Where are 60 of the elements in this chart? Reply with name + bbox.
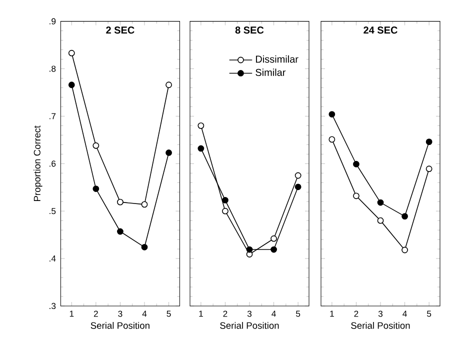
x-tick-label: 5 (427, 310, 432, 317)
x-tick-label: 3 (378, 310, 383, 317)
point (353, 160, 360, 168)
legend-label: Dissimilar (256, 55, 298, 63)
point (166, 82, 172, 88)
point (246, 246, 253, 253)
point (141, 201, 148, 208)
legend-label: Similar (256, 68, 286, 76)
x-tick-label: 3 (118, 310, 122, 317)
point (294, 172, 302, 179)
point (141, 244, 148, 250)
point (377, 217, 384, 224)
point (426, 166, 432, 172)
chart-title: 24 SEC (364, 26, 398, 34)
point (377, 199, 384, 206)
point (92, 142, 100, 149)
chart-title: 2 SEC (106, 26, 134, 34)
point (294, 184, 302, 190)
x-axis-title: Serial Position (90, 322, 150, 329)
x-axis-title: Serial Position (351, 322, 410, 329)
point (426, 138, 432, 146)
y-tick-label: .8 (50, 66, 56, 72)
y-tick-label: .9 (50, 18, 56, 24)
point (353, 192, 360, 200)
y-tick-label: .6 (50, 160, 56, 167)
point (402, 213, 408, 220)
x-tick-label: 1 (199, 310, 203, 317)
point (68, 50, 75, 56)
x-tick-label: 2 (94, 310, 98, 317)
point (198, 145, 204, 152)
x-tick-label: 1 (330, 310, 334, 317)
point (402, 246, 408, 254)
point (270, 246, 277, 253)
point (222, 196, 228, 204)
point (92, 186, 100, 192)
y-tick-label: .7 (50, 113, 56, 120)
x-tick-label: 2 (223, 310, 228, 317)
x-tick-label: 1 (70, 310, 74, 317)
y-tick-label: .5 (50, 208, 56, 214)
point (328, 111, 336, 118)
x-tick-label: 5 (296, 310, 300, 317)
x-tick-label: 3 (247, 310, 252, 317)
point (328, 136, 336, 143)
point (68, 82, 75, 88)
y-tick-label: .3 (50, 302, 56, 310)
point (166, 150, 172, 156)
y-tick-label: .4 (50, 256, 56, 262)
x-tick-label: 4 (142, 310, 147, 317)
x-axis-title: Serial Position (220, 322, 279, 329)
x-tick-label: 4 (402, 310, 407, 317)
x-tick-label: 4 (272, 310, 276, 317)
y-axis-title: Proportion Correct (34, 126, 42, 201)
point (117, 198, 124, 206)
x-tick-label: 5 (166, 310, 171, 317)
point (198, 122, 204, 129)
point (222, 208, 228, 214)
chart-title: 8 SEC (235, 26, 264, 34)
x-tick-label: 2 (354, 310, 358, 317)
point (270, 235, 277, 242)
point (117, 228, 124, 235)
